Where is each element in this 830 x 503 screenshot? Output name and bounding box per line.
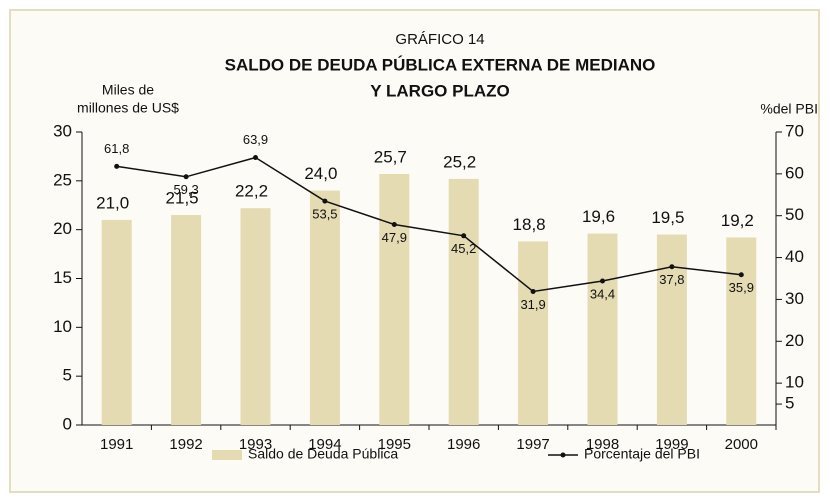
data-label: 53,5 (312, 207, 337, 222)
x-tick-label: 1992 (169, 436, 202, 453)
data-label: 63,9 (243, 132, 268, 147)
chart-title-prefix: GRÁFICO 14 (395, 31, 484, 48)
y2-tick-label: 20 (785, 331, 804, 350)
y2-tick-label: 10 (785, 373, 804, 392)
bar (240, 208, 271, 425)
data-label: 35,9 (729, 280, 754, 295)
line-point (738, 272, 744, 278)
x-tick-label: 1993 (239, 436, 272, 453)
line-point (391, 222, 397, 228)
y-tick-label: 0 (63, 414, 72, 433)
y-tick-label: 30 (53, 121, 72, 140)
data-label: 59,3 (173, 182, 198, 197)
y2-tick-label: 40 (785, 247, 804, 266)
line-point (253, 155, 258, 161)
y2-tick-label: 70 (785, 121, 804, 140)
bar (726, 237, 757, 425)
chart-title: SALDO DE DEUDA PÚBLICA EXTERNA DE MEDIAN… (225, 55, 656, 74)
bar (171, 215, 202, 425)
y2-tick-label: 60 (785, 163, 804, 182)
y2-tick-label: 50 (785, 205, 804, 224)
bar (448, 178, 479, 425)
legend-label: Saldo de Deuda Pública (248, 446, 398, 462)
y-axis-label: millones de US$ (77, 100, 179, 116)
data-label: 21,0 (96, 193, 129, 212)
x-tick-label: 1995 (378, 436, 411, 453)
bar (379, 173, 410, 425)
x-tick-label: 1997 (516, 436, 549, 453)
data-label: 45,2 (451, 241, 476, 256)
x-tick-label: 2000 (725, 436, 758, 453)
data-label: 21,5 (166, 189, 199, 208)
data-label: 61,8 (104, 141, 129, 156)
y-tick-label: 20 (53, 219, 72, 238)
data-label: 19,5 (651, 208, 684, 227)
data-label: 18,8 (513, 215, 546, 234)
line-point (600, 278, 605, 284)
data-label: 24,0 (304, 164, 337, 183)
bar (309, 190, 340, 425)
data-label: 25,2 (443, 152, 476, 171)
data-label: 22,2 (235, 182, 268, 201)
x-tick-label: 1998 (586, 436, 619, 453)
line-point (669, 264, 675, 270)
data-label: 19,2 (721, 211, 754, 230)
line-point (461, 233, 467, 239)
y-tick-label: 25 (53, 170, 72, 189)
data-label: 47,9 (382, 230, 407, 245)
line (116, 156, 742, 293)
chart-title: Y LARGO PLAZO (370, 81, 509, 100)
data-label: 25,7 (374, 147, 407, 166)
legend-swatch (212, 450, 242, 460)
line-point (530, 288, 536, 294)
bar (656, 234, 687, 425)
line-point (114, 163, 120, 169)
bar (518, 241, 549, 425)
y2-axis-label: %del PBI (760, 101, 818, 117)
y-axis-label: Miles de (102, 82, 154, 98)
y-tick-label: 5 (63, 366, 72, 385)
legend-label: Porcentaje del PBI (584, 446, 700, 462)
x-tick-label: 1996 (447, 436, 480, 453)
data-label: 34,4 (590, 286, 615, 301)
y2-tick-label: 30 (785, 289, 804, 308)
x-tick-label: 1999 (655, 436, 688, 453)
line-point (322, 198, 328, 204)
y2-tick-label: 5 (785, 394, 794, 413)
line-point (183, 174, 189, 180)
data-label: 19,6 (582, 207, 615, 226)
legend-marker (560, 452, 566, 458)
y-tick-label: 10 (53, 317, 72, 336)
bar (101, 219, 132, 425)
data-label: 31,9 (520, 297, 545, 312)
x-tick-label: 1994 (308, 436, 341, 453)
x-tick-label: 1991 (100, 436, 133, 453)
bar (587, 233, 618, 425)
y-tick-label: 15 (53, 268, 72, 287)
data-label: 37,8 (659, 272, 684, 287)
